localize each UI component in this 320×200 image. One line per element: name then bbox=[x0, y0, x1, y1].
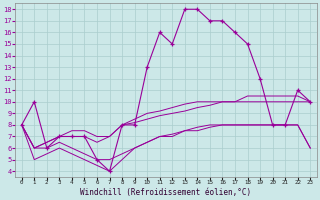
X-axis label: Windchill (Refroidissement éolien,°C): Windchill (Refroidissement éolien,°C) bbox=[80, 188, 252, 197]
